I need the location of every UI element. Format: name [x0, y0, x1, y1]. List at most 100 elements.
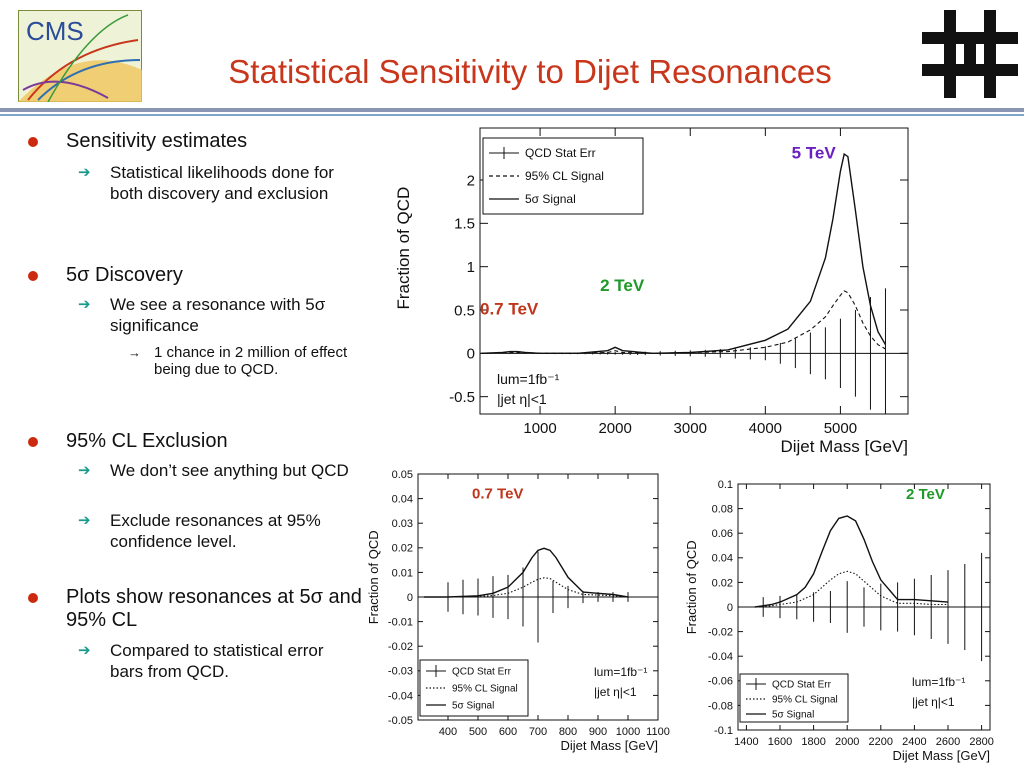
y-tick-label: -0.05 [388, 715, 413, 727]
y-tick-label: -0.04 [388, 690, 413, 702]
y-tick-label: -0.06 [708, 676, 733, 688]
x-tick-label: 2000 [598, 420, 631, 437]
fermilab-logo-icon [922, 10, 1018, 98]
bullet-text: 95% CL Exclusion [66, 430, 228, 452]
resonance-label: 0.7 TeV [480, 299, 539, 318]
bullet-dot-icon [28, 593, 38, 603]
y-tick-label: 1 [467, 259, 475, 276]
resonance-label: 5 TeV [792, 143, 837, 162]
sensitivity-chart-2tev: -0.1 -0.08 -0.06 -0.04 -0.02 0 0.02 0.04 0.06 0.0… [684, 479, 994, 763]
arrow-right-icon: ➔ [78, 512, 91, 529]
resonance-label: 2 TeV [600, 276, 645, 295]
y-tick-label: 0.06 [712, 528, 733, 540]
x-tick-label: 1000 [616, 726, 640, 738]
signal-5sigma-line [754, 515, 949, 608]
legend-entry: 95% CL Signal [772, 695, 838, 706]
legend-entry: QCD Stat Err [525, 146, 596, 160]
bullet-item: Sensitivity estimates [28, 130, 366, 153]
resonance-label: 0.7 TeV [472, 486, 523, 503]
resonance-label: 2 TeV [906, 486, 945, 503]
y-tick-label: -0.1 [714, 725, 733, 737]
cms-detector-icon: CMS [18, 10, 142, 102]
sub-bullet-item: ➔ Compared to statistical error bars fro… [78, 640, 360, 682]
signal-5sigma-line [481, 152, 887, 355]
signal-95cl-line [424, 577, 629, 598]
y-tick-label: 0 [727, 602, 733, 614]
y-tick-label: -0.02 [708, 626, 733, 638]
sub-sub-bullet-text: 1 chance in 2 million of effect being du… [154, 344, 348, 378]
x-tick-label: 400 [439, 726, 457, 738]
sub-bullet-item: ➔ Statistical likelihoods done for both … [78, 162, 360, 204]
x-axis-label: Dijet Mass [GeV] [560, 738, 658, 753]
bullet-text: Plots show resonances at 5σ and 95% CL [66, 586, 362, 631]
x-tick-label: 800 [559, 726, 577, 738]
y-tick-label: 0.01 [392, 567, 413, 579]
sub-bullet-item: ➔ Exclude resonances at 95% confidence l… [78, 510, 360, 552]
x-tick-label: 600 [499, 726, 517, 738]
x-tick-label: 2000 [835, 736, 859, 748]
sub-bullet-text: We don’t see anything but QCD [110, 461, 349, 480]
bullet-text: 5σ Discovery [66, 264, 183, 286]
bullet-item: 95% CL Exclusion [28, 430, 366, 453]
sensitivity-chart-0p7tev: -0.05 -0.04 -0.03 -0.02 -0.01 0 0.01 0.02 0.03 0.… [366, 469, 670, 753]
title-divider-secondary [0, 114, 1024, 116]
cms-logo-text: CMS [26, 16, 84, 46]
y-tick-label: 0.05 [392, 469, 413, 481]
x-tick-label: 2400 [902, 736, 926, 748]
chart-info-text: lum=1fb⁻¹ [912, 675, 965, 689]
x-tick-label: 1100 [646, 726, 670, 738]
y-tick-label: -0.04 [708, 651, 733, 663]
sub-bullet-text: We see a resonance with 5σ significance [110, 295, 326, 335]
x-tick-label: 1800 [801, 736, 825, 748]
legend-entry: 5σ Signal [525, 192, 576, 206]
y-tick-label: -0.02 [388, 641, 413, 653]
x-tick-label: 1400 [734, 736, 758, 748]
sub-bullet-text: Statistical likelihoods done for both di… [110, 163, 334, 203]
chart-info-text: lum=1fb⁻¹ [497, 371, 560, 387]
arrow-right-icon: ➔ [78, 642, 91, 659]
x-tick-label: 2600 [936, 736, 960, 748]
chart-info-text: |jet η|<1 [594, 685, 637, 699]
legend-entry: QCD Stat Err [772, 680, 832, 691]
arrow-right-icon: ➔ [78, 164, 91, 181]
x-tick-label: 900 [589, 726, 607, 738]
slide-title: Statistical Sensitivity to Dijet Resonan… [228, 53, 832, 90]
x-axis-label: Dijet Mass [GeV] [780, 437, 908, 456]
x-tick-label: 700 [529, 726, 547, 738]
small-arrow-right-icon: → [128, 345, 141, 360]
legend-box [419, 659, 529, 717]
legend-entry: 5σ Signal [452, 701, 494, 712]
sub-bullet-item: ➔ We see a resonance with 5σ significanc… [78, 294, 360, 336]
y-tick-label: 2 [467, 172, 475, 189]
sub-bullet-text: Exclude resonances at 95% confidence lev… [110, 511, 321, 551]
sub-bullet-item: ➔ We don’t see anything but QCD [78, 460, 360, 481]
legend-box [482, 137, 644, 215]
y-tick-label: 0.04 [712, 553, 733, 565]
y-axis-label: Fraction of QCD [684, 540, 699, 634]
y-tick-label: -0.01 [388, 616, 413, 628]
y-axis-label: Fraction of QCD [394, 187, 413, 310]
chart-info-text: lum=1fb⁻¹ [594, 665, 647, 679]
bullet-item: Plots show resonances at 5σ and 95% CL [28, 586, 366, 632]
chart-info-text: |jet η|<1 [497, 391, 547, 407]
bullet-dot-icon [28, 271, 38, 281]
x-tick-label: 5000 [824, 420, 857, 437]
y-tick-label: 0.08 [712, 503, 733, 515]
bullet-text: Sensitivity estimates [66, 130, 248, 152]
title-divider [0, 108, 1024, 112]
x-axis-label: Dijet Mass [GeV] [892, 748, 990, 763]
x-tick-label: 4000 [749, 420, 782, 437]
chart-info-text: |jet η|<1 [912, 695, 955, 709]
x-tick-label: 1600 [768, 736, 792, 748]
x-tick-label: 1000 [523, 420, 556, 437]
legend-entry: 95% CL Signal [525, 169, 604, 183]
sub-bullet-text: Compared to statistical error bars from … [110, 641, 324, 681]
legend-entry: QCD Stat Err [452, 667, 512, 678]
arrow-right-icon: ➔ [78, 296, 91, 313]
bullet-dot-icon [28, 137, 38, 147]
x-tick-label: 500 [469, 726, 487, 738]
y-tick-label: 0.1 [718, 479, 733, 491]
sub-sub-bullet-item: → 1 chance in 2 million of effect being … [128, 344, 354, 378]
bullet-item: 5σ Discovery [28, 264, 366, 287]
